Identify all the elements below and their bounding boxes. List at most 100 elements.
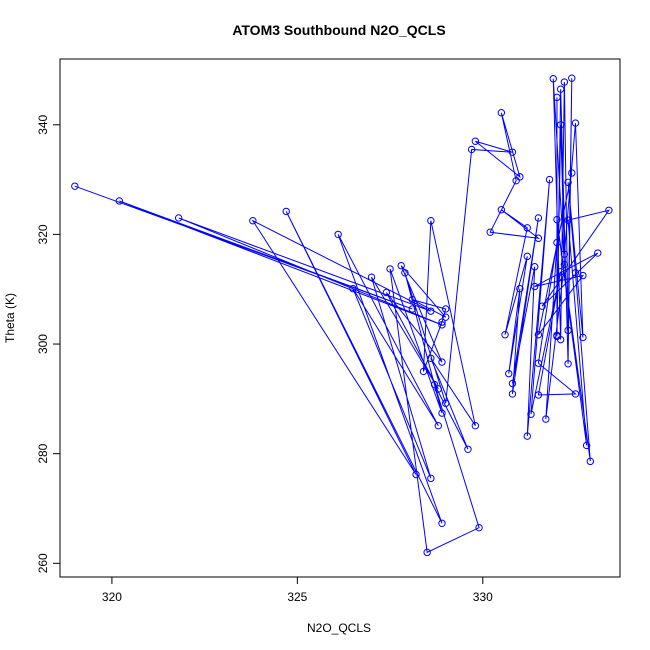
data-point	[553, 215, 561, 224]
data-point	[534, 391, 543, 399]
data-point	[282, 207, 290, 216]
data-point	[553, 332, 561, 341]
data-point	[512, 176, 520, 185]
data-point	[397, 261, 405, 270]
data-point	[571, 269, 580, 277]
data-point	[464, 445, 472, 453]
data-point	[556, 85, 565, 93]
data-point	[568, 74, 576, 82]
data-point	[523, 252, 531, 261]
data-point	[556, 267, 565, 276]
data-point	[560, 78, 569, 86]
data-point	[564, 326, 572, 335]
data-point	[534, 214, 543, 222]
data-point	[534, 359, 543, 367]
data-point	[594, 249, 602, 257]
data-point	[438, 318, 446, 326]
x-tick-label: 320	[102, 590, 122, 604]
data-point	[467, 145, 476, 154]
data-point	[553, 93, 561, 102]
data-point	[508, 390, 517, 398]
data-point	[556, 121, 565, 129]
data-point	[516, 173, 524, 181]
data-point	[508, 379, 517, 388]
data-point	[174, 214, 183, 222]
data-point	[497, 109, 506, 117]
data-point	[430, 380, 439, 389]
data-point	[438, 519, 446, 527]
data-point	[549, 75, 557, 83]
data-point	[534, 234, 543, 242]
data-point	[401, 269, 409, 277]
data-point	[538, 302, 546, 310]
data-point	[564, 178, 572, 187]
y-tick-label: 280	[36, 443, 50, 463]
data-point	[571, 390, 580, 398]
data-point	[408, 295, 417, 304]
data-point	[545, 175, 554, 184]
data-point	[531, 263, 539, 271]
data-point	[582, 441, 591, 450]
data-point	[475, 523, 483, 532]
data-point	[442, 313, 450, 321]
data-point	[471, 422, 480, 430]
x-tick-label: 330	[473, 590, 493, 604]
data-point	[408, 305, 417, 313]
plot-frame	[59, 58, 621, 578]
data-point	[249, 217, 257, 225]
data-point	[438, 321, 446, 329]
data-point	[516, 284, 524, 293]
data-point	[438, 409, 446, 417]
data-point	[579, 333, 587, 342]
data-point	[560, 250, 569, 258]
y-tick-label: 300	[36, 334, 50, 354]
chart-title: ATOM3 Southbound N2O_QCLS	[232, 22, 445, 38]
data-point	[367, 273, 376, 281]
data-point	[349, 284, 357, 293]
data-point	[71, 182, 79, 190]
x-axis: 320 325 330	[102, 577, 493, 604]
data-point	[605, 206, 613, 214]
data-point	[442, 305, 450, 313]
data-point	[486, 228, 494, 236]
data-point	[571, 119, 580, 127]
data-point	[579, 271, 587, 280]
data-point	[115, 197, 124, 205]
data-point	[382, 288, 391, 297]
data-point	[586, 457, 595, 466]
y-tick-label: 260	[36, 553, 50, 573]
y-axis: 260 280 300 320 340	[36, 114, 60, 573]
data-point	[386, 265, 394, 273]
data-point	[427, 217, 435, 225]
data-point	[442, 399, 450, 407]
x-axis-label: N2O_QCLS	[307, 621, 371, 635]
data-point	[531, 282, 539, 291]
data-point	[534, 331, 543, 339]
y-axis-label: Theta (K)	[3, 293, 17, 343]
data-point	[564, 216, 572, 224]
data-point	[523, 432, 531, 440]
x-tick-label: 325	[287, 590, 307, 604]
data-point	[438, 358, 446, 366]
data-point	[505, 369, 513, 378]
data-point	[568, 169, 576, 177]
y-tick-label: 340	[36, 114, 50, 134]
data-point	[427, 354, 435, 362]
series-layer	[71, 74, 613, 557]
data-point	[334, 230, 342, 239]
data-point	[423, 548, 431, 557]
data-point	[419, 367, 428, 376]
data-point	[427, 474, 435, 483]
data-point	[527, 410, 535, 418]
y-tick-label: 320	[36, 224, 50, 244]
data-point	[497, 206, 506, 214]
data-point	[471, 137, 480, 145]
data-point	[523, 224, 531, 232]
data-point	[412, 470, 420, 479]
data-point	[560, 260, 569, 269]
data-point	[501, 331, 509, 339]
series-line	[74, 78, 611, 554]
